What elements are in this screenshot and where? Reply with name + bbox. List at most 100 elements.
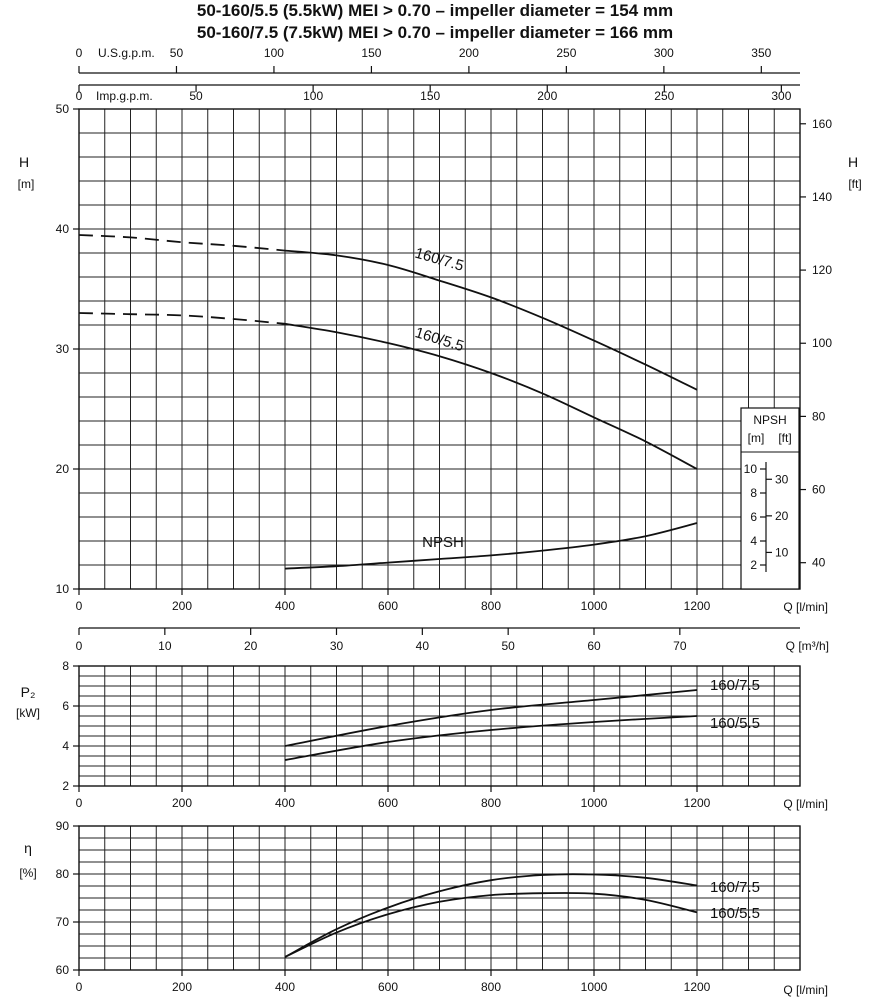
efficiency-y-unit: [%] [19,866,36,880]
m3h-tick-40: 40 [416,639,430,653]
head-ft-tick-120: 120 [812,263,832,277]
m3h-tick-0: 0 [76,639,83,653]
npsh-m-tick-2: 2 [750,558,757,572]
npsh-scale-header: NPSH [753,413,786,427]
m3h-axis-label: Q [m³/h] [786,639,829,653]
head-ft-tick-80: 80 [812,409,826,423]
m3h-tick-20: 20 [244,639,258,653]
efficiency-y-tick-80: 80 [56,867,70,881]
efficiency-curve-160-7-5 [284,873,698,958]
head-curve-160-7-5-dashed [78,234,286,252]
power-y-tick-8: 8 [62,659,69,673]
head-y-tick-40: 40 [56,222,70,236]
head-curve-160-5-5 [284,322,698,470]
usgpm-axis-label: U.S.g.p.m. [98,46,155,60]
curve-label-npsh: NPSH [422,534,464,551]
head-ft-tick-100: 100 [812,336,832,350]
npsh-ft-tick-30: 30 [775,472,789,486]
head-y-tick-10: 10 [56,582,70,596]
power-y-tick-2: 2 [62,779,69,793]
usgpm-tick-50: 50 [170,46,184,60]
efficiency-y-tick-90: 90 [56,819,70,833]
efficiency-x-tick-0: 0 [76,980,83,994]
npsh-m-tick-6: 6 [750,510,757,524]
head-x-tick-600: 600 [378,599,398,613]
performance-curves [78,234,698,958]
head-curve-160-5-5-dashed [78,312,286,325]
npsh-ft-tick-20: 20 [775,509,789,523]
efficiency-panel-grid: 0 200 400 600 800 1000 1200 60 70 80 90 [56,819,801,994]
head-y-label: H [19,154,29,170]
head-ft-tick-160: 160 [812,117,832,131]
head-x-tick-800: 800 [481,599,501,613]
head-x-label: Q [l/min] [783,600,828,614]
efficiency-x-tick-600: 600 [378,980,398,994]
head-y-right-label: H [848,154,858,170]
power-y-label: P₂ [21,684,36,700]
efficiency-x-tick-1200: 1200 [684,980,711,994]
usgpm-tick-250: 250 [556,46,576,60]
power-x-tick-1200: 1200 [684,796,711,810]
power-x-label: Q [l/min] [783,797,828,811]
m3h-tick-50: 50 [501,639,515,653]
power-x-tick-0: 0 [76,796,83,810]
usgpm-tick-100: 100 [264,46,284,60]
power-curve-160-5-5 [284,715,698,761]
efficiency-x-label: Q [l/min] [783,983,828,997]
head-curve-160-7-5 [284,249,698,391]
chart-title-line-1: 50-160/5.5 (5.5kW) MEI > 0.70 – impeller… [197,1,673,20]
m3h-tick-30: 30 [330,639,344,653]
impgpm-tick-150: 150 [420,89,440,103]
efficiency-y-tick-70: 70 [56,915,70,929]
chart-title-line-2: 50-160/7.5 (7.5kW) MEI > 0.70 – impeller… [197,23,673,42]
npsh-m-tick-4: 4 [750,534,757,548]
m3h-tick-70: 70 [673,639,687,653]
power-y-tick-6: 6 [62,699,69,713]
power-curve-160-7-5 [284,689,698,747]
npsh-ft-tick-10: 10 [775,545,789,559]
impgpm-tick-50: 50 [189,89,203,103]
power-x-tick-600: 600 [378,796,398,810]
power-y-unit: [kW] [16,706,40,720]
power-x-tick-800: 800 [481,796,501,810]
efficiency-x-tick-800: 800 [481,980,501,994]
head-x-tick-1200: 1200 [684,599,711,613]
power-y-tick-4: 4 [62,739,69,753]
impgpm-tick-200: 200 [537,89,557,103]
impgpm-tick-250: 250 [654,89,674,103]
npsh-m-tick-10: 10 [744,462,758,476]
curve-label-power-160-5-5: 160/5.5 [710,715,760,732]
curve-label-eff-160-7-5: 160/7.5 [710,879,760,896]
npsh-m-tick-8: 8 [750,486,757,500]
usgpm-tick-0: 0 [76,46,83,60]
npsh-scale-unit-m: [m] [748,431,765,445]
impgpm-tick-100: 100 [303,89,323,103]
power-x-tick-400: 400 [275,796,295,810]
efficiency-curve-160-5-5 [284,892,698,958]
power-x-tick-1000: 1000 [581,796,608,810]
m3h-tick-10: 10 [158,639,172,653]
head-y-tick-30: 30 [56,342,70,356]
head-x-tick-0: 0 [76,599,83,613]
efficiency-x-tick-1000: 1000 [581,980,608,994]
efficiency-y-label: η [24,840,32,856]
usgpm-tick-200: 200 [459,46,479,60]
usgpm-tick-300: 300 [654,46,674,60]
efficiency-x-tick-400: 400 [275,980,295,994]
curve-label-power-160-7-5: 160/7.5 [710,677,760,694]
head-ft-tick-40: 40 [812,556,826,570]
head-y-tick-20: 20 [56,462,70,476]
head-y-right-unit: [ft] [848,177,861,191]
efficiency-y-tick-60: 60 [56,963,70,977]
curve-label-eff-160-5-5: 160/5.5 [710,905,760,922]
head-ft-tick-140: 140 [812,190,832,204]
head-x-tick-200: 200 [172,599,192,613]
head-ft-tick-60: 60 [812,483,826,497]
power-x-tick-200: 200 [172,796,192,810]
head-x-tick-1000: 1000 [581,599,608,613]
head-curve-npsh [284,522,698,570]
usgpm-tick-150: 150 [361,46,381,60]
efficiency-x-tick-200: 200 [172,980,192,994]
